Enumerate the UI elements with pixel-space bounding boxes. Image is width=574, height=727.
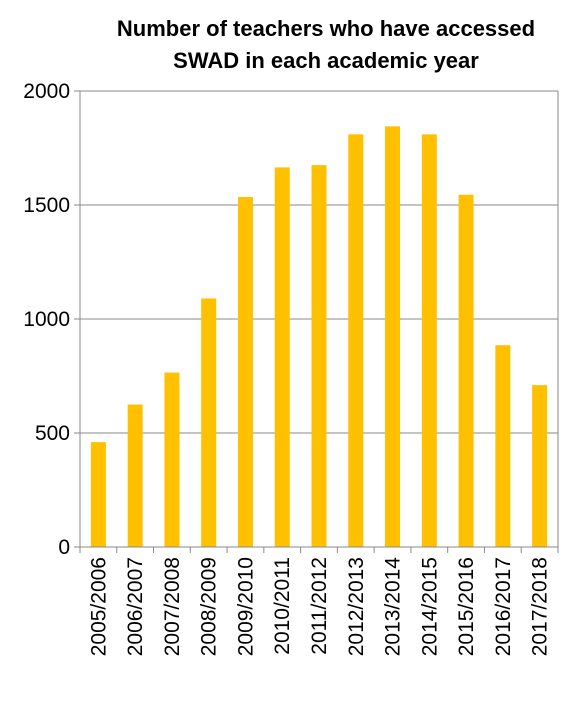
bar — [164, 372, 180, 547]
bar — [274, 167, 290, 547]
bar — [127, 404, 143, 547]
bar — [495, 345, 511, 547]
x-category-label: 2017/2018 — [529, 557, 552, 656]
x-category-label: 2012/2013 — [345, 557, 368, 656]
bar — [421, 134, 437, 547]
bar — [90, 442, 106, 547]
bar — [237, 197, 253, 547]
x-category-label: 2008/2009 — [198, 557, 221, 656]
y-tick-label: 1500 — [23, 194, 70, 217]
y-tick-label: 2000 — [23, 80, 70, 103]
x-axis: 2005/2006 2006/2007 2007/2008 2008/2009 2009… — [79, 546, 559, 657]
chart-title-line-1: Number of teachers who have accessed — [117, 16, 535, 41]
bar — [458, 194, 474, 548]
x-category-label: 2011/2012 — [308, 557, 331, 655]
x-category-label: 2015/2016 — [455, 557, 478, 656]
x-category-label: 2013/2014 — [382, 557, 405, 657]
y-tick-label: 500 — [35, 422, 70, 445]
x-category-label: 2009/2010 — [234, 557, 257, 656]
chart-title-line-2: SWAD in each academic year — [173, 48, 479, 73]
bar — [385, 126, 401, 547]
bar — [201, 298, 217, 547]
y-axis: 0 500 1000 1500 2000 — [23, 80, 81, 559]
x-category-label: 2014/2015 — [418, 557, 441, 656]
bar — [311, 165, 327, 547]
y-tick-label: 0 — [58, 536, 70, 559]
bar — [532, 385, 548, 547]
bar — [348, 134, 364, 547]
y-tick-label: 1000 — [23, 308, 70, 331]
x-category-label: 2006/2007 — [124, 557, 147, 656]
x-category-label: 2016/2017 — [492, 557, 515, 656]
x-category-label: 2010/2011 — [271, 557, 294, 655]
x-category-label: 2005/2006 — [87, 557, 110, 656]
bars — [90, 126, 548, 548]
x-category-label: 2007/2008 — [161, 557, 184, 656]
